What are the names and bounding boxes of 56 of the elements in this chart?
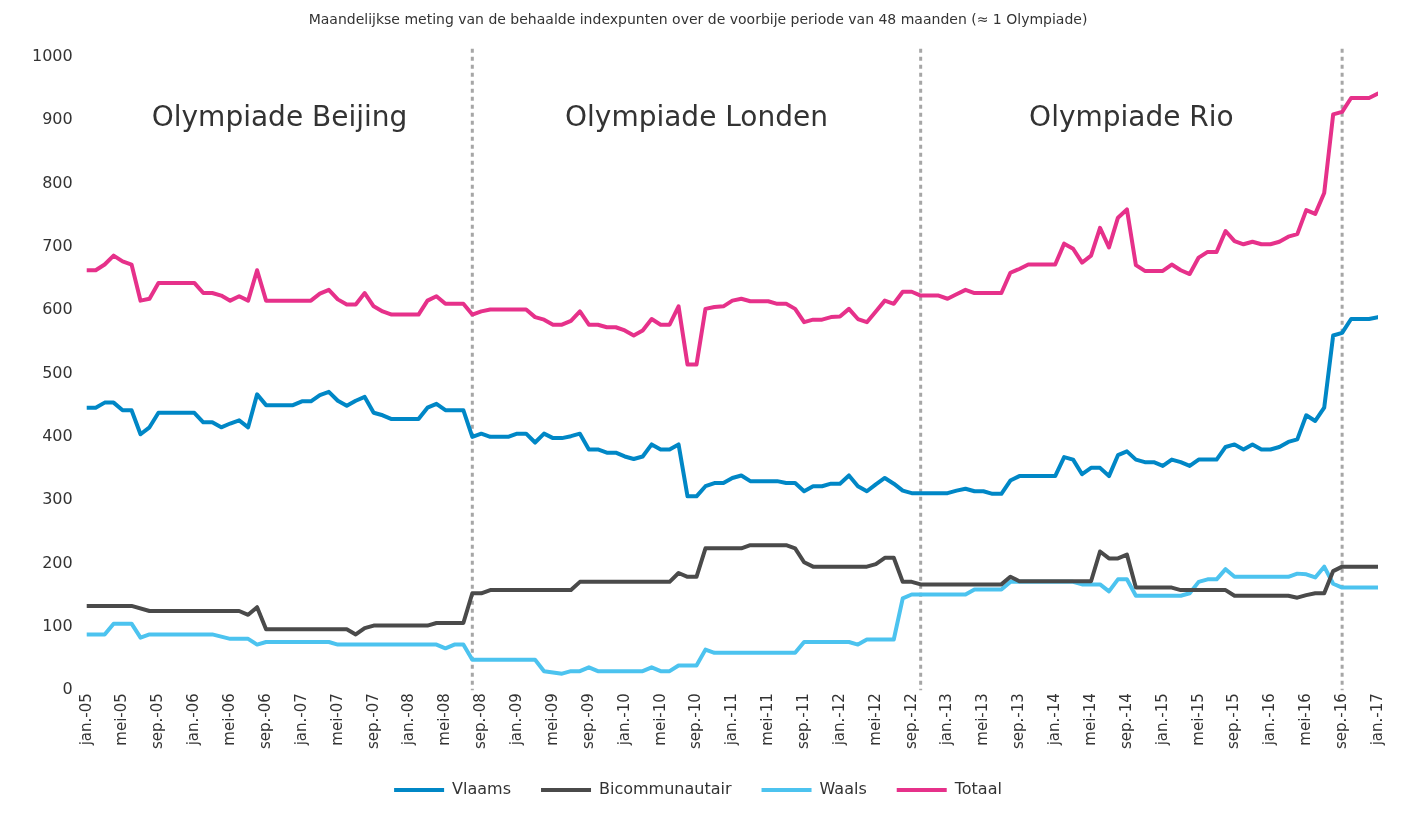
y-tick-label: 700 [42,235,73,255]
y-tick-label: 400 [42,425,73,445]
x-tick-label: jan.-08 [399,693,418,747]
x-tick-label: mei-10 [650,693,669,746]
annotation: Olympiade Londen [564,100,828,134]
x-tick-label: jan.-10 [614,693,633,747]
x-tick-label: sep.-08 [471,693,490,750]
x-tick-label: jan.-16 [1260,693,1279,747]
x-tick-label: mei-12 [865,693,884,746]
x-tick-label: jan.-12 [829,693,848,747]
x-tick-label: sep.-06 [255,693,274,750]
x-tick-label: jan.-13 [937,693,956,747]
y-tick-label: 300 [42,489,73,509]
legend-label: Bicommunautair [599,779,732,799]
x-tick-label: mei-06 [220,693,239,746]
x-tick-label: sep.-16 [1332,693,1351,750]
legend-label: Totaal [953,779,1002,799]
x-tick-label: mei-11 [758,693,777,746]
x-tick-label: mei-07 [327,693,346,746]
x-tick-label: jan.-09 [507,693,526,747]
x-tick-label: sep.-15 [1224,693,1243,750]
x-tick-label: jan.-05 [76,693,95,747]
y-tick-label: 100 [42,615,73,635]
x-tick-label: mei-05 [112,693,131,746]
x-tick-label: jan.-17 [1367,693,1386,747]
y-tick-label: 1000 [32,45,73,65]
x-tick-label: mei-09 [542,693,561,746]
y-tick-label: 900 [42,109,73,129]
x-tick-label: jan.-06 [184,693,203,747]
x-tick-label: sep.-09 [578,693,597,750]
legend-label: Vlaams [452,779,512,799]
x-tick-label: sep.-11 [793,693,812,750]
x-tick-label: sep.-12 [901,693,920,750]
y-tick-label: 800 [42,172,73,192]
x-tick-label: mei-16 [1296,693,1315,746]
x-tick-label: sep.-13 [1009,693,1028,750]
y-tick-label: 600 [42,299,73,319]
x-tick-label: jan.-15 [1152,693,1171,747]
y-tick-label: 500 [42,362,73,382]
annotation: Olympiade Beijing [151,100,408,134]
legend-label: Waals [819,779,867,799]
x-tick-label: sep.-07 [363,693,382,750]
y-tick-label: 0 [62,679,73,699]
x-tick-label: sep.-14 [1116,693,1135,750]
y-tick-label: 200 [42,552,73,572]
x-tick-label: mei-14 [1080,693,1099,746]
x-tick-label: jan.-11 [722,693,741,747]
x-tick-label: sep.-05 [148,693,167,750]
x-tick-label: mei-15 [1188,693,1207,746]
x-tick-label: mei-08 [435,693,454,746]
x-tick-label: sep.-10 [686,693,705,750]
x-tick-label: jan.-14 [1045,693,1064,747]
annotation: Olympiade Rio [1029,100,1234,134]
chart-title: Maandelijkse meting van de behaalde indexpunten over de voorbije periode van 48 maanden (≈ 1 Olympiade) [308,11,1088,28]
x-tick-label: jan.-07 [291,693,310,747]
x-tick-label: mei-13 [973,693,992,746]
